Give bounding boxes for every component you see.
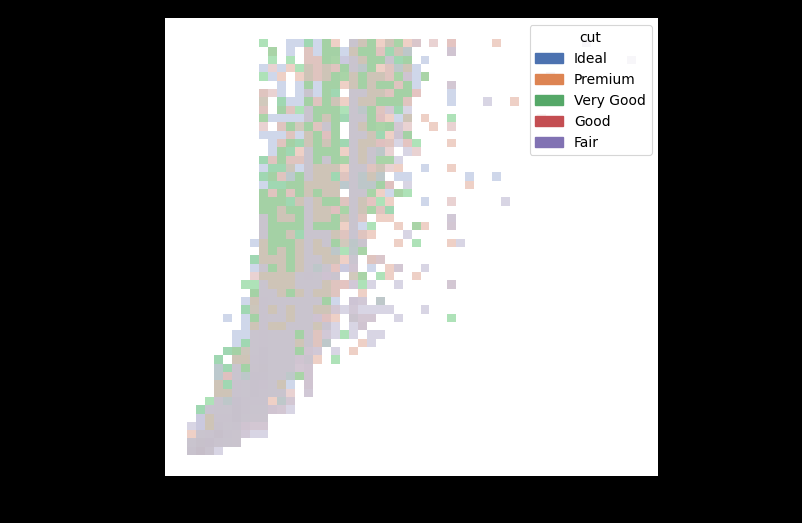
Legend: Ideal, Premium, Very Good, Good, Fair: Ideal, Premium, Very Good, Good, Fair [529,25,650,155]
